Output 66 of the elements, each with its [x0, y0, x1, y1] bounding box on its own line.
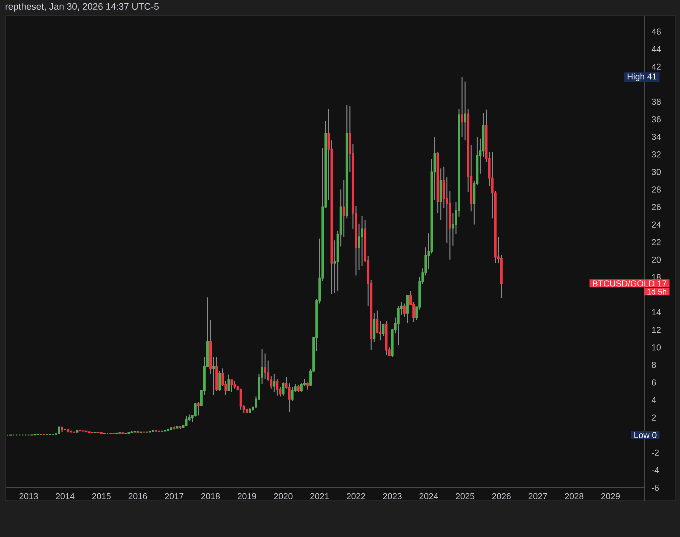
x-tick-label: 2018 — [202, 493, 220, 500]
annotation: High 41 — [628, 73, 657, 82]
candlestick — [216, 356, 218, 392]
y-tick-label: 10 — [652, 344, 662, 351]
y-tick-label: -2 — [652, 450, 659, 456]
y-tick-label: 24 — [652, 222, 662, 228]
annotation: BTCUSD/GOLD 17 — [593, 280, 667, 287]
y-tick-label: 46 — [652, 28, 661, 35]
y-tick-label: 38 — [652, 98, 661, 106]
x-tick-label: 2025 — [456, 493, 475, 500]
candlestick — [403, 303, 406, 318]
candlestick — [218, 370, 222, 392]
x-tick-label: 2026 — [492, 493, 511, 500]
y-tick-label: 32 — [652, 152, 661, 158]
candlestick — [291, 386, 294, 402]
candlestick — [406, 294, 409, 324]
x-tick-label: 2016 — [128, 493, 148, 500]
y-tick-label: 6 — [652, 380, 656, 386]
y-tick-label: 14 — [652, 310, 662, 316]
y-tick-label: -4 — [652, 467, 660, 474]
x-tick-label: 2021 — [310, 493, 330, 500]
y-tick-label: 44 — [652, 46, 662, 52]
annotation: Low 0 — [634, 432, 657, 438]
y-tick-label: 26 — [652, 204, 661, 210]
x-tick-label: 2024 — [420, 493, 438, 500]
candlestick — [230, 380, 234, 393]
x-tick-label: 2019 — [238, 493, 256, 500]
y-tick-label: 2 — [652, 414, 656, 421]
x-tick-label: 2022 — [347, 493, 366, 500]
x-tick-label: 2015 — [92, 493, 111, 500]
x-tick-label: 2020 — [274, 493, 293, 500]
candlestick — [373, 312, 376, 343]
x-tick-label: 2028 — [565, 493, 584, 500]
candlestick — [440, 168, 442, 221]
candlestick — [264, 353, 267, 380]
candlestick — [197, 402, 200, 416]
x-tick-label: 2014 — [56, 493, 75, 500]
y-tick-label: 20 — [652, 256, 662, 263]
candlestick — [240, 388, 242, 410]
y-tick-label: 30 — [652, 169, 662, 176]
candlestick — [361, 216, 364, 267]
candlestick — [342, 180, 346, 238]
y-tick-label: 42 — [652, 64, 661, 70]
candlestick — [273, 373, 276, 393]
text: reptheset, Jan 30, 2026 14:37 UTC-5 — [6, 3, 159, 12]
candlestick — [397, 306, 400, 346]
x-tick-label: 2027 — [528, 493, 548, 500]
candlestick — [185, 416, 188, 427]
candlestick — [461, 76, 464, 138]
y-tick-label: 36 — [652, 116, 661, 123]
y-tick-label: 22 — [652, 239, 661, 246]
x-tick-label: 2029 — [602, 493, 620, 500]
candlestick — [212, 356, 216, 396]
x-tick-label: 2023 — [383, 493, 402, 500]
candlestick — [464, 81, 467, 142]
y-tick-label: -6 — [652, 484, 660, 492]
x-tick-label: 2017 — [165, 493, 184, 500]
text: 1d 5h — [648, 288, 667, 295]
x-tick-label: 2013 — [20, 493, 38, 500]
y-tick-label: 12 — [652, 327, 661, 334]
y-tick-label: 4 — [652, 397, 656, 404]
candlestick — [228, 374, 230, 392]
y-tick-label: 34 — [652, 134, 662, 140]
candlestick — [194, 403, 197, 418]
y-tick-label: 28 — [652, 186, 661, 193]
y-tick-label: 8 — [652, 362, 656, 368]
